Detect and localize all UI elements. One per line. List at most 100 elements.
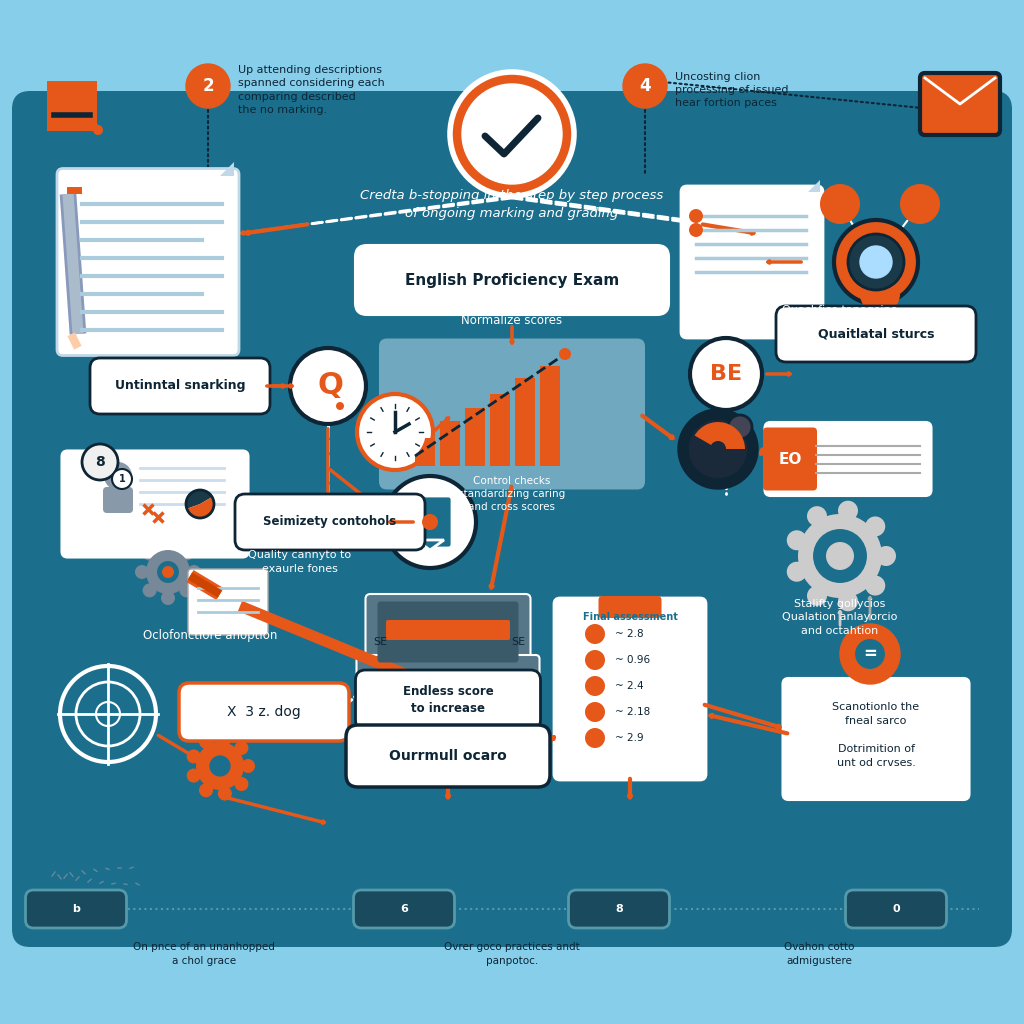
Circle shape	[365, 402, 425, 462]
Circle shape	[234, 777, 249, 791]
Text: X  3 z. dog: X 3 z. dog	[227, 705, 301, 719]
Circle shape	[142, 547, 157, 560]
Circle shape	[710, 441, 726, 457]
Circle shape	[807, 506, 827, 526]
Circle shape	[234, 741, 249, 755]
Circle shape	[585, 624, 605, 644]
Text: Final assessment: Final assessment	[592, 585, 669, 594]
Circle shape	[876, 546, 896, 566]
Circle shape	[840, 624, 900, 684]
Text: 8: 8	[615, 904, 623, 914]
FancyBboxPatch shape	[234, 494, 425, 550]
Wedge shape	[694, 422, 745, 449]
Circle shape	[838, 591, 858, 611]
Text: ~ 0.96: ~ 0.96	[615, 655, 650, 665]
Circle shape	[820, 184, 860, 224]
Text: 6: 6	[400, 904, 408, 914]
Text: ~ 2.18: ~ 2.18	[615, 707, 650, 717]
Text: ~ 2.4: ~ 2.4	[615, 681, 644, 691]
Text: Quality cannyto to
exaurle fones: Quality cannyto to exaurle fones	[249, 551, 351, 573]
Text: Ourrmull ocaro: Ourrmull ocaro	[389, 749, 507, 763]
FancyBboxPatch shape	[598, 596, 662, 618]
FancyBboxPatch shape	[356, 655, 540, 677]
Circle shape	[865, 516, 885, 537]
Circle shape	[826, 542, 854, 570]
Circle shape	[196, 742, 244, 790]
FancyBboxPatch shape	[681, 186, 823, 338]
Text: Qualation anlayorcio
and octahtion: Qualation anlayorcio and octahtion	[782, 612, 898, 636]
Text: 2: 2	[202, 77, 214, 95]
Text: 8: 8	[95, 455, 104, 469]
Text: 1: 1	[119, 474, 125, 484]
FancyBboxPatch shape	[386, 620, 510, 640]
Circle shape	[450, 72, 574, 196]
Circle shape	[728, 415, 752, 439]
Circle shape	[208, 754, 232, 778]
Text: =: =	[863, 645, 877, 663]
Circle shape	[798, 514, 882, 598]
Circle shape	[585, 676, 605, 696]
Circle shape	[179, 584, 194, 597]
Text: Ovahon cotto
admigustere: Ovahon cotto admigustere	[783, 942, 854, 966]
FancyBboxPatch shape	[26, 890, 127, 928]
Circle shape	[786, 562, 807, 582]
FancyBboxPatch shape	[90, 358, 270, 414]
FancyBboxPatch shape	[846, 890, 946, 928]
Circle shape	[812, 528, 868, 584]
Circle shape	[186, 769, 201, 782]
Circle shape	[199, 783, 213, 798]
Circle shape	[290, 348, 366, 424]
FancyBboxPatch shape	[765, 422, 932, 496]
Polygon shape	[808, 180, 820, 193]
FancyBboxPatch shape	[763, 427, 817, 490]
Circle shape	[462, 84, 562, 184]
FancyBboxPatch shape	[355, 245, 669, 315]
Circle shape	[112, 469, 132, 489]
FancyBboxPatch shape	[920, 73, 1000, 135]
Circle shape	[142, 584, 157, 597]
Circle shape	[865, 575, 885, 596]
Circle shape	[854, 638, 886, 670]
Circle shape	[93, 125, 103, 135]
Text: Final assessment: Final assessment	[583, 612, 678, 622]
Bar	[515, 378, 535, 466]
Text: Q: Q	[317, 372, 343, 400]
Circle shape	[786, 530, 807, 550]
Circle shape	[82, 444, 118, 480]
FancyBboxPatch shape	[366, 594, 530, 674]
Text: Oclofonctiore anoption: Oclofonctiore anoption	[142, 630, 278, 642]
FancyBboxPatch shape	[103, 487, 133, 513]
Circle shape	[357, 394, 433, 470]
Circle shape	[585, 702, 605, 722]
Circle shape	[688, 419, 748, 479]
FancyBboxPatch shape	[378, 601, 518, 663]
FancyBboxPatch shape	[57, 169, 239, 355]
Circle shape	[199, 735, 213, 749]
FancyBboxPatch shape	[346, 725, 550, 787]
Circle shape	[186, 63, 230, 108]
Circle shape	[156, 560, 180, 584]
Text: b: b	[72, 904, 80, 914]
Circle shape	[422, 514, 438, 530]
Circle shape	[807, 586, 827, 606]
Text: BE: BE	[710, 364, 742, 384]
Circle shape	[179, 547, 194, 560]
Circle shape	[161, 591, 175, 605]
Text: 0: 0	[892, 904, 900, 914]
Circle shape	[218, 786, 231, 801]
Text: Normalize scores: Normalize scores	[462, 314, 562, 327]
FancyBboxPatch shape	[568, 890, 670, 928]
FancyBboxPatch shape	[554, 598, 706, 780]
Circle shape	[623, 63, 667, 108]
Text: On pnce of an unanhopped
a chol grace: On pnce of an unanhopped a chol grace	[133, 942, 274, 966]
Text: Seimizety contohols: Seimizety contohols	[263, 515, 396, 528]
Circle shape	[187, 565, 201, 579]
FancyBboxPatch shape	[355, 670, 541, 730]
Bar	[440, 421, 460, 466]
Circle shape	[678, 409, 758, 489]
Circle shape	[162, 566, 174, 578]
Text: Control checks
standardizing caring
and cross scores: Control checks standardizing caring and …	[459, 476, 565, 512]
Circle shape	[848, 234, 904, 290]
Circle shape	[834, 220, 918, 304]
Text: SE: SE	[373, 637, 387, 647]
